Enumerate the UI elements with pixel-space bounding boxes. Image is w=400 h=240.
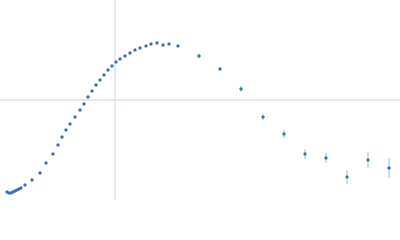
point bbox=[44, 161, 48, 165]
point bbox=[138, 46, 142, 50]
point bbox=[176, 44, 180, 48]
point bbox=[303, 152, 307, 156]
point bbox=[261, 115, 265, 119]
point bbox=[110, 64, 114, 68]
point bbox=[149, 42, 153, 46]
point bbox=[38, 171, 42, 175]
point bbox=[128, 51, 132, 55]
point bbox=[282, 132, 286, 136]
point bbox=[387, 166, 391, 170]
point bbox=[23, 183, 27, 187]
point bbox=[106, 68, 110, 72]
point bbox=[239, 87, 243, 91]
point bbox=[167, 42, 171, 46]
point bbox=[218, 67, 222, 71]
point bbox=[90, 89, 94, 93]
point bbox=[94, 83, 98, 87]
point bbox=[155, 41, 159, 45]
point bbox=[102, 73, 106, 77]
point bbox=[30, 178, 34, 182]
point bbox=[133, 48, 137, 52]
point bbox=[78, 108, 82, 112]
point bbox=[118, 57, 122, 61]
point bbox=[98, 78, 102, 82]
point bbox=[56, 143, 60, 147]
point bbox=[366, 158, 370, 162]
page: {"chart_data": {"type": "scatter", "colo… bbox=[0, 0, 400, 200]
chart bbox=[0, 0, 400, 200]
point bbox=[86, 95, 90, 99]
point bbox=[19, 186, 23, 190]
point bbox=[114, 60, 118, 64]
point bbox=[51, 152, 55, 156]
point bbox=[60, 135, 64, 139]
point bbox=[123, 54, 127, 58]
point bbox=[324, 156, 328, 160]
point bbox=[144, 44, 148, 48]
point bbox=[161, 43, 165, 47]
point bbox=[82, 102, 86, 106]
point bbox=[64, 128, 68, 132]
point bbox=[68, 122, 72, 126]
point bbox=[345, 175, 349, 179]
point bbox=[197, 54, 201, 58]
point bbox=[73, 115, 77, 119]
